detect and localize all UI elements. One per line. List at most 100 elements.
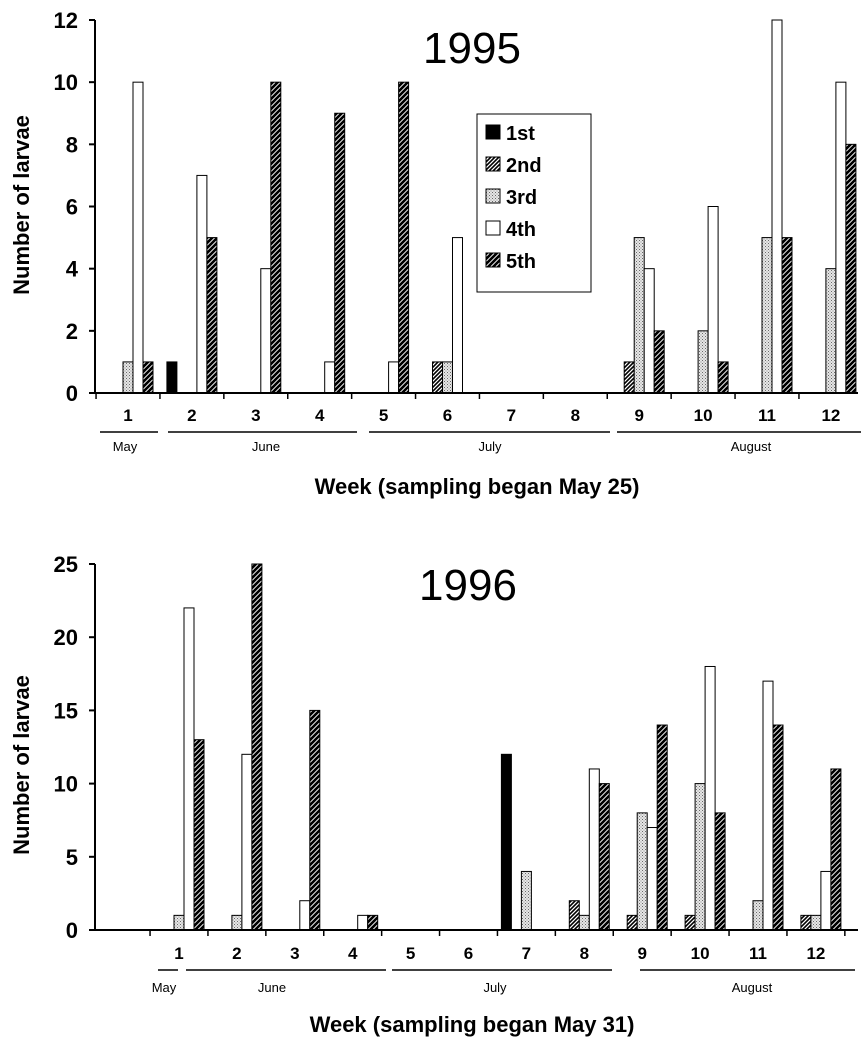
x-tick-label-week-6-1996: 6 <box>464 944 473 963</box>
bars-1995 <box>122 19 857 394</box>
x-tick-label-week-8-1996: 8 <box>580 944 589 963</box>
bar-2nd-week-6-1995 <box>432 361 443 394</box>
x-axis-label-1995: Week (sampling began May 25) <box>315 474 640 499</box>
bar-4th-week-2-1996 <box>241 753 253 931</box>
bar-5th-week-4-1995 <box>334 112 346 394</box>
x-tick-label-week-9-1995: 9 <box>634 406 643 425</box>
bar-3rd-week-11-1995 <box>761 237 773 394</box>
legend-swatch-5th <box>485 252 501 268</box>
x-tick-label-week-7-1995: 7 <box>507 406 516 425</box>
y-tick-label-1996: 0 <box>66 918 78 943</box>
legend-label-5th: 5th <box>506 251 536 273</box>
x-tick-label-week-3-1996: 3 <box>290 944 299 963</box>
bar-4th-week-1-1995 <box>132 81 144 394</box>
bar-3rd-week-7-1996 <box>520 870 532 931</box>
month-label-may-1996: May <box>152 980 177 995</box>
bar-4th-week-4-1996 <box>357 914 369 931</box>
bar-5th-week-9-1996 <box>656 724 668 931</box>
bar-4th-week-2-1995 <box>196 174 208 394</box>
bar-3rd-week-12-1996 <box>810 914 822 931</box>
bar-4th-week-3-1995 <box>260 268 272 394</box>
month-label-july-1995: July <box>478 439 502 454</box>
x-tick-label-week-10-1995: 10 <box>694 406 713 425</box>
y-tick-label-1996: 20 <box>54 625 78 650</box>
x-tick-label-week-9-1996: 9 <box>637 944 646 963</box>
month-label-may-1995: May <box>113 439 138 454</box>
y-tick-label-1995: 0 <box>66 381 78 406</box>
bar-4th-week-10-1995 <box>707 206 719 394</box>
y-tick-label-1996: 15 <box>54 698 78 723</box>
month-label-june-1995: June <box>252 439 280 454</box>
bar-5th-week-5-1995 <box>398 81 410 394</box>
x-tick-label-week-2-1995: 2 <box>187 406 196 425</box>
x-tick-label-week-6-1995: 6 <box>443 406 452 425</box>
y-tick-label-1996: 5 <box>66 845 78 870</box>
legend-label-2nd: 2nd <box>506 155 542 177</box>
legend-label-1st: 1st <box>506 123 535 145</box>
bar-3rd-week-2-1996 <box>231 914 243 931</box>
bar-4th-week-11-1995 <box>771 19 783 394</box>
bar-1st-week-2-1995 <box>166 361 178 394</box>
bar-4th-week-8-1996 <box>588 768 600 931</box>
bar-3rd-week-1-1995 <box>122 361 134 394</box>
y-tick-label-1995: 10 <box>54 70 78 95</box>
x-tick-label-week-2-1996: 2 <box>232 944 241 963</box>
bar-4th-week-10-1996 <box>704 665 716 931</box>
chart-1996: 051015202512345678910111213 1996 Number … <box>9 552 858 1037</box>
y-tick-label-1995: 2 <box>66 319 78 344</box>
bar-5th-week-10-1995 <box>717 361 729 394</box>
bar-2nd-week-9-1995 <box>623 361 635 394</box>
bar-4th-week-9-1996 <box>646 827 658 931</box>
bar-4th-week-6-1995 <box>452 237 463 394</box>
y-tick-label-1996: 10 <box>54 772 78 797</box>
legend-label-4th: 4th <box>506 219 536 241</box>
bar-5th-week-4-1996 <box>367 914 379 931</box>
y-tick-label-1995: 6 <box>66 195 78 220</box>
x-tick-label-week-11-1996: 11 <box>749 944 767 963</box>
axes-1996: 051015202512345678910111213 <box>54 552 858 963</box>
bar-4th-week-1-1996 <box>183 607 195 931</box>
bar-3rd-week-11-1996 <box>752 900 764 931</box>
bar-3rd-week-1-1996 <box>173 914 185 931</box>
legend-swatch-4th <box>485 220 501 236</box>
x-tick-label-week-1-1995: 1 <box>123 406 132 425</box>
bar-4th-week-12-1996 <box>820 870 832 931</box>
x-tick-label-week-5-1995: 5 <box>379 406 388 425</box>
bar-3rd-week-12-1995 <box>825 268 837 394</box>
x-tick-label-week-5-1996: 5 <box>406 944 415 963</box>
bar-5th-week-10-1996 <box>714 812 726 931</box>
legend-swatch-3rd <box>485 188 501 204</box>
legend-swatch-2nd <box>485 156 501 172</box>
x-tick-label-week-11-1995: 11 <box>758 406 776 425</box>
chart-title-1995: 1995 <box>423 24 521 73</box>
bar-5th-week-2-1996 <box>251 563 263 931</box>
y-tick-label-1995: 8 <box>66 132 78 157</box>
bar-5th-week-3-1996 <box>309 709 321 931</box>
x-tick-label-week-12-1995: 12 <box>821 406 840 425</box>
y-axis-label-1996: Number of larvae <box>9 675 34 855</box>
month-label-august-1996: August <box>732 980 773 995</box>
bar-2nd-week-9-1996 <box>626 914 638 931</box>
bar-4th-week-11-1996 <box>762 680 774 931</box>
bar-5th-week-2-1995 <box>206 237 218 394</box>
x-tick-label-week-1-1996: 1 <box>174 944 183 963</box>
bar-2nd-week-10-1996 <box>684 914 696 931</box>
bar-5th-week-12-1996 <box>830 768 842 931</box>
bar-3rd-week-9-1996 <box>636 812 648 931</box>
y-axis-label-1995: Number of larvae <box>9 115 34 295</box>
y-tick-label-1995: 4 <box>66 257 79 282</box>
bar-5th-week-9-1995 <box>653 330 665 394</box>
bar-4th-week-12-1995 <box>835 81 847 394</box>
month-label-june-1996: June <box>258 980 286 995</box>
bar-1st-week-7-1996 <box>500 753 512 931</box>
x-tick-label-week-4-1996: 4 <box>348 944 358 963</box>
bar-3rd-week-6-1995 <box>442 361 453 394</box>
bar-4th-week-3-1996 <box>299 900 311 931</box>
legend: 1st 2nd 3rd 4th 5th <box>476 113 592 293</box>
x-tick-label-week-12-1996: 12 <box>806 944 825 963</box>
bar-3rd-week-9-1995 <box>633 237 645 394</box>
